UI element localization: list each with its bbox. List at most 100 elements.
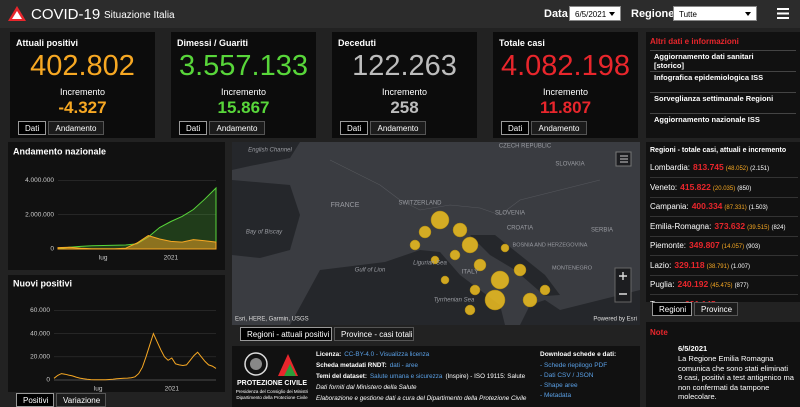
map-bubble bbox=[430, 255, 440, 265]
tab[interactable]: Andamento bbox=[531, 121, 587, 135]
civil-protection-logo bbox=[244, 352, 298, 376]
region-name: Toscana: bbox=[650, 300, 682, 303]
region-select[interactable]: Tutte bbox=[673, 6, 757, 21]
region-increment: (850) bbox=[737, 185, 752, 192]
region-increment: (1.007) bbox=[730, 263, 750, 270]
date-select[interactable]: 6/5/2021 bbox=[569, 6, 621, 21]
map-bubble bbox=[440, 275, 450, 285]
map-label: SLOVAKIA bbox=[555, 162, 584, 168]
x-tick-label: 2021 bbox=[164, 255, 179, 262]
footer-text: Elaborazione e gestione dati a cura del … bbox=[316, 395, 527, 402]
downloads-title: Download schede e dati: bbox=[540, 351, 617, 358]
tab[interactable]: Dati bbox=[18, 121, 46, 135]
x-tick-label: 2021 bbox=[165, 386, 180, 392]
tab[interactable]: Dati bbox=[179, 121, 207, 135]
footer-line: Scheda metadati RNDT: dati - aree bbox=[316, 362, 421, 369]
map-label: English Channel bbox=[248, 148, 292, 154]
region-total: 373.632 bbox=[714, 220, 746, 231]
region-name: Piemonte: bbox=[650, 241, 687, 250]
download-link[interactable]: - Schede riepilogo PDF bbox=[540, 362, 608, 369]
region-row: Campania: 400.334 (87.331) (1.503) bbox=[650, 201, 798, 217]
tab[interactable]: Dati bbox=[501, 121, 529, 135]
map-label: MONTENEGRO bbox=[552, 265, 593, 271]
line bbox=[53, 332, 217, 381]
footer-line: Licenza: CC-BY-4.0 - Visualizza licenza bbox=[316, 351, 432, 358]
map-bubble bbox=[539, 284, 551, 296]
region-increment: (1.503) bbox=[748, 205, 768, 211]
kpi-increment-label: Incremento bbox=[59, 87, 106, 97]
info-title: Altri dati e informazioni bbox=[650, 37, 739, 46]
footer-text: (Inspire) - ISO 19115: Salute bbox=[445, 373, 526, 380]
region-name: Emilia-Romagna: bbox=[650, 221, 712, 231]
menu-button[interactable] bbox=[777, 8, 789, 19]
chart-title: Nuovi positivi bbox=[13, 278, 72, 288]
y-tick-label: 20.000 bbox=[30, 354, 50, 361]
region-current: (14.057) bbox=[721, 244, 745, 250]
note-date: 6/5/2021 bbox=[678, 344, 708, 353]
footer-line: Dati forniti dal Ministero della Salute bbox=[316, 384, 416, 391]
y-tick-label: 0 bbox=[46, 377, 50, 384]
kpi-card: Dimessi / Guariti 3.557.133 Incremento 15.8… bbox=[171, 32, 316, 138]
tab[interactable]: Variazione bbox=[56, 393, 106, 407]
map-label: ITALY bbox=[461, 269, 479, 276]
tab[interactable]: Regioni - attuali positivi bbox=[240, 327, 332, 341]
map-bubble bbox=[484, 289, 506, 311]
kpi-card: Totale casi 4.082.198 Incremento 11.807 Dati… bbox=[493, 32, 638, 138]
region-name: Puglia: bbox=[650, 280, 675, 289]
download-link[interactable]: - Dati CSV / JSON bbox=[540, 372, 594, 379]
tab[interactable]: Regioni bbox=[652, 302, 692, 316]
footer-link[interactable]: dati - aree bbox=[389, 362, 419, 369]
region-increment: (824) bbox=[771, 224, 786, 231]
region-name: Lazio: bbox=[650, 260, 672, 270]
region-increment: (903) bbox=[746, 244, 761, 250]
footer-link[interactable]: CC-BY-4.0 - Visualizza licenza bbox=[344, 351, 430, 358]
region-current: (39.515) bbox=[747, 224, 770, 231]
app-subtitle: Situazione Italia bbox=[104, 10, 175, 21]
info-link[interactable]: Sorveglianza settimanale Regioni bbox=[654, 94, 774, 103]
region-total: 813.745 bbox=[693, 162, 724, 172]
region-row: Piemonte: 349.807 (14.057) (903) bbox=[650, 240, 798, 256]
tab[interactable]: Province bbox=[694, 302, 738, 316]
region-name: Campania: bbox=[650, 202, 689, 211]
info-link[interactable]: Aggiornamento dati sanitari [storico] bbox=[654, 52, 754, 70]
tab[interactable]: Andamento bbox=[48, 121, 104, 135]
area bbox=[57, 186, 217, 250]
regions-title: Regioni - totale casi, attuali e increme… bbox=[650, 147, 787, 154]
map-label: SWITZERLAND bbox=[398, 201, 442, 207]
kpi-increment-label: Incremento bbox=[220, 87, 267, 97]
area bbox=[57, 235, 217, 250]
map-label: CZECH REPUBLIC bbox=[499, 144, 552, 150]
region-current: (48.052) bbox=[725, 166, 749, 172]
region-row: Veneto: 415.822 (20.035) (850) bbox=[650, 182, 798, 198]
region-total: 329.118 bbox=[674, 259, 705, 270]
kpi-increment: 11.807 bbox=[539, 98, 592, 117]
tab[interactable]: Positivi bbox=[16, 393, 54, 407]
region-current: (38.791) bbox=[706, 263, 729, 270]
chart: Nuovi positivi 0 20.000 40.000 60.000 lug 2021 bbox=[13, 278, 217, 393]
region-total: 400.334 bbox=[691, 201, 723, 211]
kpi-increment: -4.327 bbox=[58, 98, 107, 117]
note-text: La Regione Emilia Romagna comunica che s… bbox=[678, 354, 794, 401]
tab[interactable]: Andamento bbox=[209, 121, 265, 135]
map-bubble bbox=[409, 239, 421, 251]
map[interactable]: English Channel CZECH REPUBLIC SLOVAKIA FRA… bbox=[232, 142, 640, 325]
tab[interactable]: Province - casi totali bbox=[334, 327, 414, 341]
info-link[interactable]: Infografica epidemiologica ISS bbox=[654, 73, 764, 82]
top-bar: COVID-19 Situazione Italia Data 6/5/2021… bbox=[0, 0, 800, 28]
info-link[interactable]: Aggiornamento nazionale ISS bbox=[654, 115, 760, 124]
date-label: Data bbox=[544, 8, 568, 20]
region-row: Toscana:231.145(18.668)(861) bbox=[650, 299, 798, 303]
map-label: Gulf of Lion bbox=[355, 268, 386, 274]
info-panel: Altri dati e informazioni Aggiornamento … bbox=[646, 32, 800, 138]
tab[interactable]: Andamento bbox=[370, 121, 426, 135]
download-link[interactable]: - Metadata bbox=[540, 392, 572, 399]
kpi-value: 3.557.133 bbox=[178, 50, 308, 82]
separator bbox=[650, 113, 796, 114]
tab[interactable]: Dati bbox=[340, 121, 368, 135]
footer-label: Temi del dataset: bbox=[316, 373, 367, 380]
footer-link[interactable]: Salute umana e sicurezza bbox=[369, 373, 443, 380]
region-label: Regione bbox=[631, 8, 675, 20]
download-link[interactable]: - Shape aree bbox=[540, 382, 578, 389]
logo bbox=[8, 6, 26, 21]
